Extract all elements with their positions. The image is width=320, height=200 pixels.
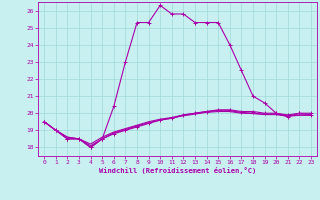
X-axis label: Windchill (Refroidissement éolien,°C): Windchill (Refroidissement éolien,°C) (99, 167, 256, 174)
